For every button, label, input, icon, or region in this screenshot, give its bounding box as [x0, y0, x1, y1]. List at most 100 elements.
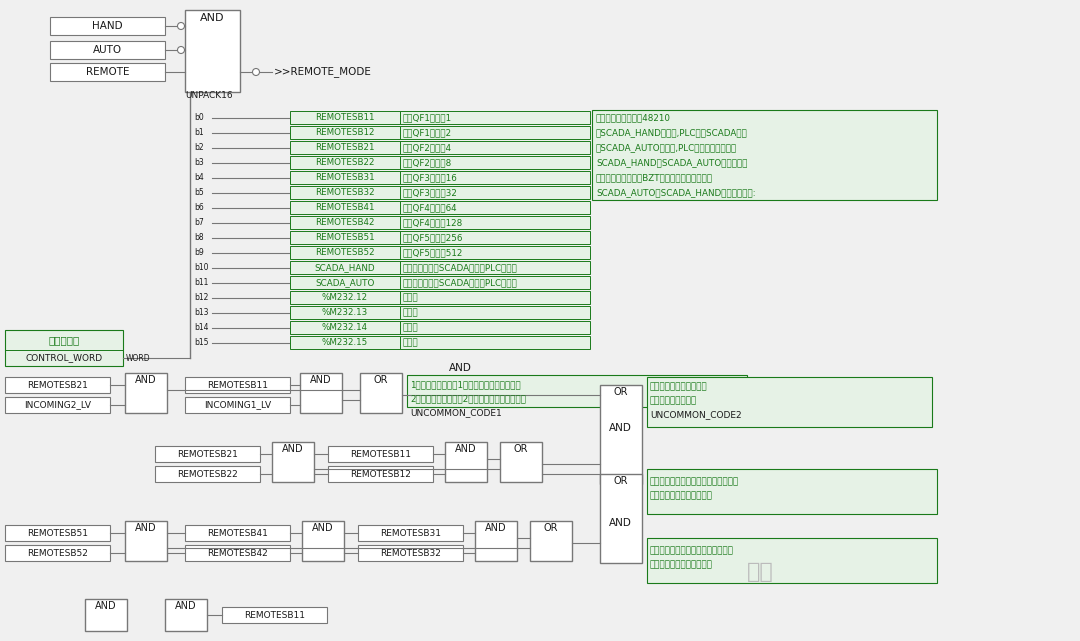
Text: REMOTESB21: REMOTESB21: [177, 449, 238, 458]
Text: SCADA_AUTO: SCADA_AUTO: [315, 278, 375, 287]
Bar: [291, 216, 400, 229]
Text: 遥控QF5打开：512: 遥控QF5打开：512: [403, 248, 463, 257]
Bar: [291, 276, 400, 289]
Text: %M232.12: %M232.12: [322, 293, 368, 302]
Text: SCADA_HAND和SCADA_AUTO为互斥逻辑: SCADA_HAND和SCADA_AUTO为互斥逻辑: [596, 158, 747, 167]
Bar: [400, 126, 590, 139]
Bar: [185, 377, 291, 393]
Text: 知乎: 知乎: [746, 562, 773, 582]
Bar: [400, 291, 590, 304]
Text: 遥控命令字: 遥控命令字: [49, 335, 80, 345]
Bar: [357, 525, 463, 541]
Text: 当SCADA_HAND有效时,PLC执行SCADA的遥: 当SCADA_HAND有效时,PLC执行SCADA的遥: [596, 128, 747, 137]
Text: b3: b3: [194, 158, 204, 167]
Text: REMOTESB12: REMOTESB12: [350, 469, 410, 478]
Text: REMOTESB11: REMOTESB11: [350, 449, 411, 458]
Text: CONTROL_WORD: CONTROL_WORD: [26, 353, 103, 363]
Text: 无效位: 无效位: [403, 308, 419, 317]
Text: REMOTESB12: REMOTESB12: [315, 128, 375, 137]
Bar: [291, 171, 400, 184]
Bar: [291, 156, 400, 169]
Bar: [291, 201, 400, 214]
Text: 当遥控命令执行后，BZT程序将对遥控命令字清: 当遥控命令执行后，BZT程序将对遥控命令字清: [596, 173, 713, 182]
Text: b11: b11: [194, 278, 208, 287]
Text: REMOTESB11: REMOTESB11: [315, 113, 375, 122]
Bar: [5, 330, 123, 366]
Bar: [222, 607, 327, 623]
Text: b4: b4: [194, 173, 204, 182]
Text: INCOMING1_LV: INCOMING1_LV: [204, 401, 271, 410]
Bar: [291, 186, 400, 199]
Text: OR: OR: [514, 444, 528, 454]
Text: 在遥控方式下由SCADA设置为PLC手动模: 在遥控方式下由SCADA设置为PLC手动模: [403, 263, 518, 272]
Text: b14: b14: [194, 323, 208, 332]
Bar: [647, 377, 932, 427]
Bar: [300, 373, 342, 413]
Bar: [185, 545, 291, 561]
Text: UNCOMMON_CODE2: UNCOMMON_CODE2: [650, 410, 742, 419]
Bar: [360, 373, 402, 413]
Text: REMOTESB42: REMOTESB42: [207, 549, 268, 558]
Text: REMOTESB11: REMOTESB11: [244, 610, 305, 619]
Bar: [400, 246, 590, 259]
Text: 无效位: 无效位: [403, 293, 419, 302]
Bar: [50, 17, 165, 35]
Bar: [400, 321, 590, 334]
Text: b15: b15: [194, 338, 208, 347]
Bar: [445, 442, 487, 482]
Text: OR: OR: [374, 375, 388, 385]
Bar: [600, 385, 642, 484]
Text: >>REMOTE_MODE: >>REMOTE_MODE: [274, 67, 372, 78]
Text: AND: AND: [312, 523, 334, 533]
Bar: [5, 525, 110, 541]
Text: 遥控QF5闭合：256: 遥控QF5闭合：256: [403, 233, 463, 242]
Bar: [185, 10, 240, 92]
Text: b12: b12: [194, 293, 208, 302]
Text: UNPACK16: UNPACK16: [185, 90, 232, 99]
Bar: [400, 276, 590, 289]
Text: 遥控QF4闭合：64: 遥控QF4闭合：64: [403, 203, 458, 212]
Text: AND: AND: [448, 363, 472, 373]
Bar: [50, 41, 165, 59]
Bar: [291, 231, 400, 244]
Text: REMOTESB41: REMOTESB41: [207, 528, 268, 538]
Bar: [328, 466, 433, 482]
Text: REMOTESB32: REMOTESB32: [380, 549, 441, 558]
Text: WORD: WORD: [126, 353, 150, 363]
Text: 当SCADA_AUTO有效时,PLC执行本地备自投模: 当SCADA_AUTO有效时,PLC执行本地备自投模: [596, 143, 738, 152]
Text: INCOMING2_LV: INCOMING2_LV: [24, 401, 91, 410]
Text: REMOTESB42: REMOTESB42: [315, 218, 375, 227]
Text: REMOTESB51: REMOTESB51: [315, 233, 375, 242]
Text: 遥控命令字的地址：48210: 遥控命令字的地址：48210: [596, 113, 671, 122]
Bar: [407, 375, 747, 407]
Text: AND: AND: [282, 444, 303, 454]
Text: AND: AND: [455, 444, 476, 454]
Text: 下进行闭合操作的错误信息: 下进行闭合操作的错误信息: [650, 492, 713, 501]
Text: 2号进线无申压时合号2号进线断路器的错误信息: 2号进线无申压时合号2号进线断路器的错误信息: [410, 394, 526, 403]
Bar: [400, 201, 590, 214]
Text: AND: AND: [608, 518, 632, 528]
Text: %M232.15: %M232.15: [322, 338, 368, 347]
Bar: [400, 156, 590, 169]
Text: AND: AND: [608, 423, 632, 433]
Text: 无效位: 无效位: [403, 323, 419, 332]
Bar: [156, 446, 260, 462]
Bar: [400, 141, 590, 154]
Bar: [291, 141, 400, 154]
Circle shape: [253, 69, 259, 76]
Text: AND: AND: [485, 523, 507, 533]
Text: 遥控QF1闭合：1: 遥控QF1闭合：1: [403, 113, 453, 122]
Text: 在遥控方式下由SCADA设置为PLC自动模: 在遥控方式下由SCADA设置为PLC自动模: [403, 278, 518, 287]
Text: b8: b8: [194, 233, 204, 242]
Bar: [272, 442, 314, 482]
Bar: [156, 466, 260, 482]
Text: AND: AND: [175, 601, 197, 611]
Bar: [291, 291, 400, 304]
Bar: [357, 545, 463, 561]
Bar: [5, 545, 110, 561]
Text: 遥控QF3打开：32: 遥控QF3打开：32: [403, 188, 458, 197]
Text: %M232.13: %M232.13: [322, 308, 368, 317]
Text: OR: OR: [613, 476, 629, 486]
Bar: [165, 599, 207, 631]
Text: 分闸操作的错误信息: 分闸操作的错误信息: [650, 397, 698, 406]
